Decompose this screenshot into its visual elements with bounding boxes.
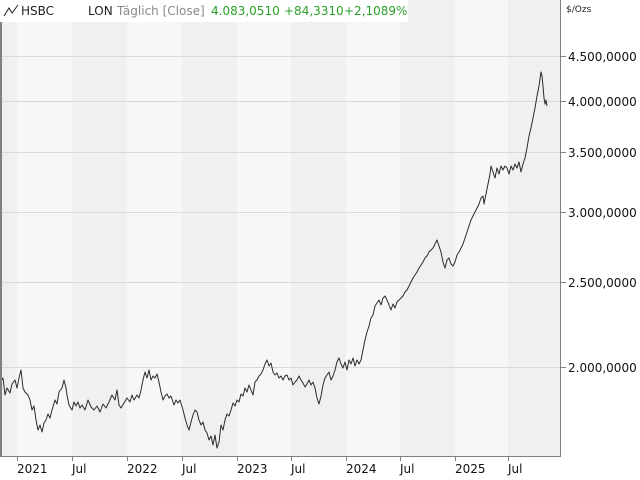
plot-border-left <box>0 0 2 456</box>
gridline-4000 <box>2 101 560 102</box>
x-label: 2025 <box>455 462 486 476</box>
x-label: 2021 <box>17 462 48 476</box>
x-tick <box>455 457 456 461</box>
gridline-3000 <box>2 212 560 213</box>
last-value: 4.083,0510 <box>211 4 280 18</box>
plot-border-right <box>560 0 561 456</box>
y-tick <box>561 367 566 368</box>
period-band <box>127 0 182 456</box>
y-tick <box>561 56 566 57</box>
x-tick <box>346 457 347 461</box>
x-tick <box>72 457 73 461</box>
chart-plot-area[interactable] <box>0 0 561 457</box>
x-label: 2024 <box>346 462 377 476</box>
x-label: 2022 <box>127 462 158 476</box>
x-label: Jul <box>72 462 87 476</box>
y-tick <box>561 282 566 283</box>
period-band <box>237 0 291 456</box>
period-band <box>400 0 455 456</box>
x-label: Jul <box>508 462 523 476</box>
gridline-4500 <box>2 56 560 57</box>
x-tick <box>291 457 292 461</box>
line-chart-icon <box>3 4 19 17</box>
gridline-2000 <box>2 367 560 368</box>
period-band <box>182 0 237 456</box>
y-label: 3.500,0000 <box>568 146 637 160</box>
y-tick <box>561 152 566 153</box>
y-label: 4.000,0000 <box>568 95 637 109</box>
y-label: 2.500,0000 <box>568 276 637 290</box>
x-tick <box>17 457 18 461</box>
plot-border-bottom <box>0 456 561 457</box>
period-band <box>508 0 560 456</box>
gridline-2500 <box>2 282 560 283</box>
x-label: Jul <box>182 462 197 476</box>
period-band <box>291 0 346 456</box>
period-band <box>455 0 508 456</box>
change-percent: +2,1089% <box>344 4 408 18</box>
y-tick <box>561 101 566 102</box>
y-label: 4.500,0000 <box>568 50 637 64</box>
x-tick <box>400 457 401 461</box>
y-axis-unit: $/Ozs <box>566 5 592 15</box>
chart-header: HSBC LON Täglich [Close] 4.083,0510 +84,… <box>0 0 408 22</box>
x-label: 2023 <box>237 462 268 476</box>
x-tick <box>127 457 128 461</box>
y-label: 2.000,0000 <box>568 361 637 375</box>
x-label: Jul <box>291 462 306 476</box>
symbol-label: HSBC <box>21 4 55 18</box>
change-value: +84,3310 <box>284 4 344 18</box>
period-band <box>0 0 17 456</box>
y-tick <box>561 212 566 213</box>
x-tick <box>182 457 183 461</box>
period-band <box>346 0 400 456</box>
x-tick <box>508 457 509 461</box>
price-line <box>0 71 548 449</box>
period-band <box>72 0 127 456</box>
x-label: Jul <box>400 462 415 476</box>
exchange-label: LON <box>88 4 113 18</box>
x-tick <box>237 457 238 461</box>
period-band <box>17 0 72 456</box>
y-label: 3.000,0000 <box>568 206 637 220</box>
gridline-3500 <box>2 152 560 153</box>
period-label: Täglich [Close] <box>117 4 205 18</box>
